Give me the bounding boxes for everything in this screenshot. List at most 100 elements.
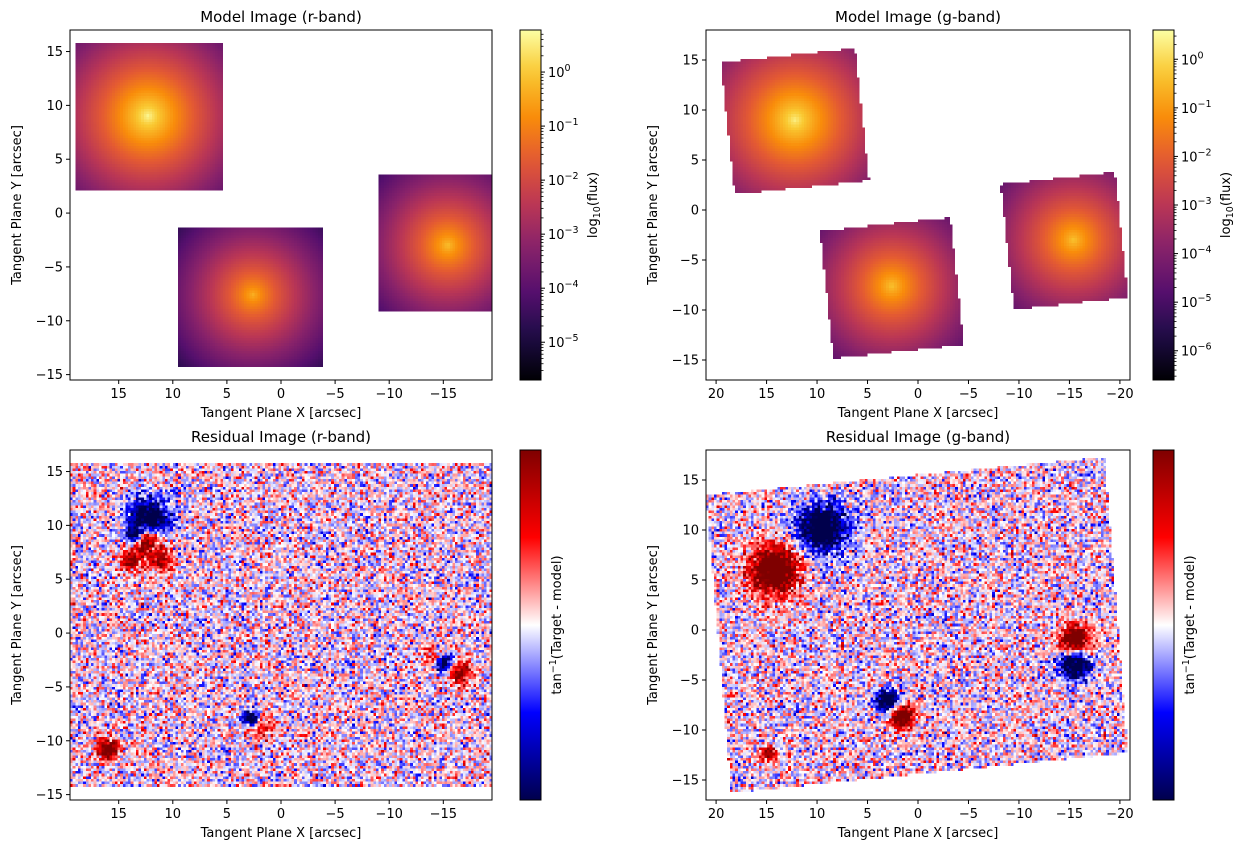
y-tick-label: 10 bbox=[682, 524, 699, 539]
x-tick-label: −10 bbox=[1005, 807, 1032, 822]
colorbar-label: log10(flux) bbox=[1219, 172, 1236, 238]
x-tick-label: −20 bbox=[1106, 807, 1133, 822]
y-tick-label: 15 bbox=[46, 45, 63, 60]
colorbar-tick-label: 10−6 bbox=[1181, 342, 1212, 360]
x-tick-label: 0 bbox=[914, 387, 922, 402]
y-axis-label: Tangent Plane Y [arcsec] bbox=[646, 545, 661, 706]
colorbar-label: log10(flux) bbox=[586, 172, 603, 238]
chart-title: Residual Image (r-band) bbox=[191, 428, 371, 446]
y-tick-label: −5 bbox=[680, 254, 699, 269]
x-tick-label: −10 bbox=[375, 807, 402, 822]
y-tick-label: −10 bbox=[672, 304, 699, 319]
x-tick-label: −15 bbox=[430, 387, 457, 402]
colorbar-tick-label: 10−5 bbox=[548, 333, 579, 351]
x-axis-label: Tangent Plane X [arcsec] bbox=[837, 826, 999, 841]
x-tick-label: 5 bbox=[223, 387, 231, 402]
x-tick-label: −5 bbox=[326, 387, 345, 402]
chart-title: Model Image (g-band) bbox=[835, 8, 1001, 26]
chart-panel-3: 15 10 5 0 −5 −10 −15 −15 −10 −5 0 5 10 15 Residual Ima… bbox=[10, 428, 565, 841]
colorbar-tick-label: 10−1 bbox=[548, 117, 579, 135]
colorbar-tick-label: 10−3 bbox=[548, 225, 579, 243]
x-tick-label: 0 bbox=[914, 807, 922, 822]
colorbar-tick-label: 10−2 bbox=[1181, 147, 1212, 165]
colorbar-tick-label: 10−5 bbox=[1181, 293, 1212, 311]
heatmap-image bbox=[70, 30, 492, 380]
x-tick-label: 10 bbox=[809, 387, 826, 402]
chart-panel-2: 20 15 10 5 0 −5 −10 −15 −20 −15 −10 −5 0 5 10 15 Model I… bbox=[646, 8, 1236, 421]
heatmap-image bbox=[70, 450, 492, 800]
x-tick-label: −15 bbox=[1056, 387, 1083, 402]
colorbar bbox=[520, 450, 541, 800]
chart-panel-4: 20 15 10 5 0 −5 −10 −15 −20 −15 −10 −5 0 5 10 15 Residua… bbox=[646, 428, 1198, 841]
x-tick-label: 10 bbox=[809, 807, 826, 822]
y-axis-label: Tangent Plane Y [arcsec] bbox=[646, 125, 661, 286]
chart-panel-1: 15 10 5 0 −5 −10 −15 −15 −10 −5 0 5 10 15 Model Image … bbox=[10, 8, 603, 421]
colorbar-tick-label: 100 bbox=[548, 63, 571, 81]
x-tick-label: −15 bbox=[430, 807, 457, 822]
x-tick-label: 0 bbox=[277, 387, 285, 402]
y-tick-label: −5 bbox=[44, 260, 63, 275]
colorbar-frame bbox=[519, 29, 542, 381]
x-tick-label: 5 bbox=[863, 807, 871, 822]
x-tick-label: 15 bbox=[758, 387, 775, 402]
x-tick-label: −10 bbox=[375, 387, 402, 402]
y-axis-label: Tangent Plane Y [arcsec] bbox=[10, 545, 25, 706]
y-tick-label: 0 bbox=[55, 627, 63, 642]
colorbar-tick-label: 100 bbox=[1181, 50, 1204, 68]
heatmap-image bbox=[706, 30, 1130, 380]
x-tick-label: 15 bbox=[110, 807, 127, 822]
y-tick-label: 15 bbox=[46, 465, 63, 480]
x-tick-label: −10 bbox=[1005, 387, 1032, 402]
y-tick-label: 0 bbox=[691, 204, 699, 219]
chart-title: Model Image (r-band) bbox=[200, 8, 362, 26]
y-tick-label: 5 bbox=[691, 154, 699, 169]
y-tick-label: 0 bbox=[55, 207, 63, 222]
colorbar-frame bbox=[1152, 449, 1175, 801]
y-tick-label: 10 bbox=[46, 99, 63, 114]
x-tick-label: −5 bbox=[959, 807, 978, 822]
x-tick-label: −5 bbox=[326, 807, 345, 822]
x-tick-label: 5 bbox=[223, 807, 231, 822]
y-tick-label: 10 bbox=[682, 104, 699, 119]
x-tick-label: 15 bbox=[758, 807, 775, 822]
colorbar-tick-label: 10−4 bbox=[548, 279, 579, 297]
heatmap-image bbox=[706, 450, 1130, 800]
x-tick-label: 0 bbox=[277, 807, 285, 822]
y-tick-label: −5 bbox=[680, 674, 699, 689]
chart-title: Residual Image (g-band) bbox=[826, 428, 1010, 446]
x-tick-label: 10 bbox=[165, 387, 182, 402]
y-tick-label: 5 bbox=[55, 153, 63, 168]
y-tick-label: 5 bbox=[55, 573, 63, 588]
y-tick-label: −10 bbox=[36, 734, 63, 749]
colorbar bbox=[520, 30, 541, 380]
x-axis-label: Tangent Plane X [arcsec] bbox=[200, 826, 362, 841]
y-tick-label: 10 bbox=[46, 519, 63, 534]
colorbar-label: tan−1(Target - model) bbox=[548, 555, 565, 694]
colorbar-tick-label: 10−4 bbox=[1181, 245, 1212, 263]
x-tick-label: −5 bbox=[959, 387, 978, 402]
y-tick-label: 15 bbox=[682, 474, 699, 489]
x-tick-label: 20 bbox=[708, 387, 725, 402]
colorbar bbox=[1153, 450, 1174, 800]
colorbar-tick-label: 10−2 bbox=[548, 171, 579, 189]
colorbar-label: tan−1(Target - model) bbox=[1181, 555, 1198, 694]
y-tick-label: −5 bbox=[44, 680, 63, 695]
y-tick-label: −10 bbox=[672, 724, 699, 739]
colorbar-tick-label: 10−1 bbox=[1181, 99, 1212, 117]
colorbar bbox=[1153, 30, 1174, 380]
colorbar-tick-label: 10−3 bbox=[1181, 196, 1212, 214]
x-tick-label: 15 bbox=[110, 387, 127, 402]
x-tick-label: −15 bbox=[1056, 807, 1083, 822]
x-tick-label: 5 bbox=[863, 387, 871, 402]
x-tick-label: −20 bbox=[1106, 387, 1133, 402]
x-tick-label: 20 bbox=[708, 807, 725, 822]
x-axis-label: Tangent Plane X [arcsec] bbox=[837, 406, 999, 421]
y-tick-label: −10 bbox=[36, 314, 63, 329]
y-tick-label: 15 bbox=[682, 54, 699, 69]
x-axis-label: Tangent Plane X [arcsec] bbox=[200, 406, 362, 421]
y-tick-label: −15 bbox=[672, 354, 699, 369]
y-tick-label: −15 bbox=[36, 368, 63, 383]
y-tick-label: 5 bbox=[691, 574, 699, 589]
colorbar-frame bbox=[519, 449, 542, 801]
